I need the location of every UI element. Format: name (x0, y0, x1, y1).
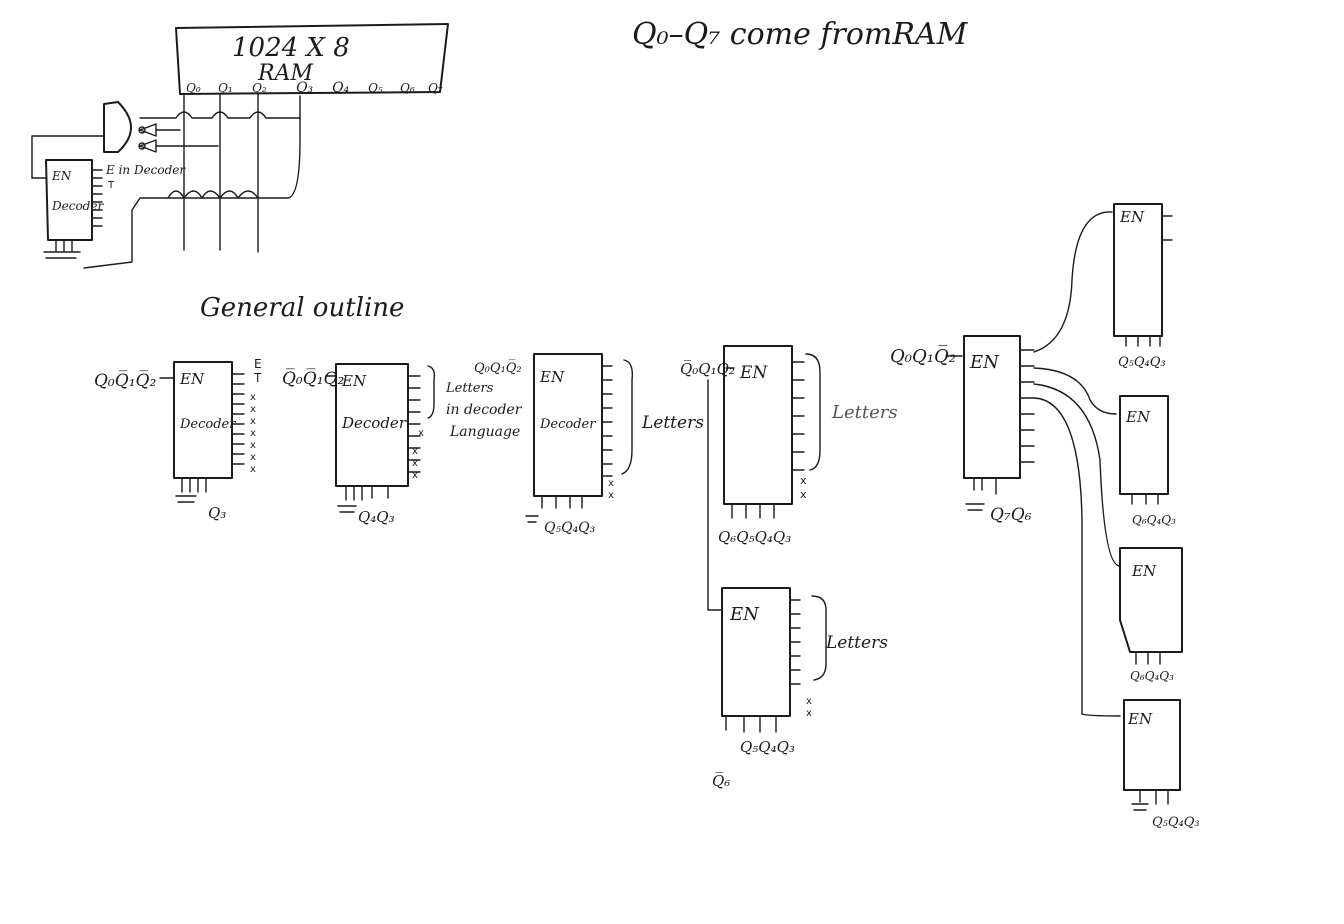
decoder-5-bottom: Q₅Q₄Q₃ (740, 738, 795, 756)
ram-pin-q2: Q₂ (252, 81, 267, 95)
decoder-3-bottom: Q₅Q₄Q₃ (544, 520, 596, 536)
decoder-3-note: Letters (641, 413, 704, 433)
x-mark: x (806, 696, 812, 707)
x-mark: x (250, 440, 256, 451)
header-note: Q₀–Q₇ come fromRAM (632, 17, 969, 52)
decoder-2-note-2: in decoder (446, 402, 523, 418)
decoder-7-bottom: Q₅Q₄Q₃ (1118, 355, 1166, 370)
decoder-7-en: EN (1119, 208, 1145, 226)
decoder-5: EN Letters x x Q̅₆ Q₅Q₄Q₃ (712, 587, 888, 790)
decoder-2-note-3: Language (449, 424, 520, 440)
decoder-5-bottom-left: Q̅₆ (712, 771, 730, 790)
decoder-1-label: Decoder (179, 417, 236, 432)
x-mark: x (800, 488, 807, 501)
decoder-10: EN Q₅Q₄Q₃ (1123, 699, 1200, 830)
x-mark: x (418, 428, 424, 439)
decoder-8-en: EN (1125, 408, 1151, 426)
ram-pin-q0: Q₀ (186, 81, 201, 95)
x-mark: x (412, 470, 418, 481)
decoder-2-inputs: Q̅₀Q̅₁Q₂ (282, 368, 344, 389)
x-mark: x (412, 458, 418, 469)
decoder-3-en: EN (539, 368, 565, 386)
decoder-2-bottom: Q₄Q₃ (358, 508, 395, 526)
decoder-9-bottom: Q₆Q₄Q₃ (1130, 669, 1174, 683)
x-mark: x (800, 474, 807, 487)
decoder-1-en: EN (179, 370, 205, 388)
decoder-5-en: EN (729, 604, 760, 625)
decoder-6-en: EN (969, 352, 1000, 373)
ram-block: 1024 X 8 RAM Q₀ Q₁ Q₂ Q₃ Q₄ Q₅ Q₆ Q₇ (83, 23, 449, 269)
x-mark: x (608, 490, 614, 501)
decoder-9-en: EN (1131, 562, 1157, 580)
x-mark: x (250, 428, 256, 439)
ram-pin-q6: Q₆ (400, 81, 415, 95)
decoder-5-note: Letters (825, 633, 888, 653)
top-decoder-side-note: E in Decoder (105, 163, 186, 177)
decoder-1-et2: T (253, 371, 262, 385)
top-decoder: EN Decoder E in Decoder T (31, 159, 186, 259)
decoder-1-et: E (254, 357, 262, 371)
x-mark: x (806, 708, 812, 719)
decoder-6-inputs: Q₀Q₁Q̅₂ (890, 345, 956, 367)
ram-size: 1024 X 8 (232, 33, 350, 63)
decoder-4-en: EN (739, 363, 768, 383)
decoder-8-bottom: Q₆Q₄Q₃ (1132, 513, 1176, 527)
top-decoder-en: EN (51, 169, 72, 183)
decoder-1-inputs: Q₀Q̅₁Q̅₂ (94, 370, 156, 391)
decoder-1: Q₀Q̅₁Q̅₂ EN Decoder E T x x x x x x x Q₃ (94, 357, 262, 522)
decoder-9: EN Q₆Q₄Q₃ (1119, 547, 1183, 683)
outline-title: General outline (200, 293, 404, 323)
decoder-3-inputs: Q₀Q₁Q̅₂ (474, 360, 522, 376)
decoder-4-bottom: Q₆Q₅Q₄Q₃ (718, 528, 791, 546)
x-mark: x (608, 478, 614, 489)
decoder-3: Q₀Q₁Q̅₂ EN Decoder Letters x x Q₅Q₄Q₃ (474, 353, 704, 536)
decoder-8: EN Q₆Q₄Q₃ (1119, 395, 1176, 527)
x-mark: x (250, 416, 256, 427)
decoder-6-bottom: Q₇Q₆ (990, 505, 1032, 525)
ram-pin-q3: Q₃ (296, 80, 313, 96)
x-mark: x (250, 392, 256, 403)
decoder-1-x-marks: x x x x x x x (250, 392, 256, 475)
x-mark: x (250, 464, 256, 475)
ram-pin-q4: Q₄ (332, 80, 349, 96)
decoder-7: EN Q₅Q₄Q₃ (1113, 203, 1173, 370)
x-mark: x (250, 404, 256, 415)
decoder-10-en: EN (1127, 710, 1153, 728)
x-mark: x (250, 452, 256, 463)
decoder-10-bottom: Q₅Q₄Q₃ (1152, 815, 1200, 830)
decoder-1-bottom: Q₃ (208, 504, 226, 522)
ram-pin-q7: Q₇ (428, 81, 443, 95)
and-gate (31, 101, 219, 179)
decoder-2-note-1: Letters (445, 381, 494, 396)
decoder-3-label: Decoder (539, 417, 596, 432)
ram-pin-labels: Q₀ Q₁ Q₂ Q₃ Q₄ Q₅ Q₆ Q₇ (186, 80, 443, 96)
decoder-6: Q₀Q₁Q̅₂ EN Q₇Q₆ (890, 211, 1121, 717)
decoder-4: Q̅₀Q₁Q₂ EN Letters x x Q₆Q₅Q₄Q₃ (680, 345, 898, 611)
ram-pin-q1: Q₁ (218, 81, 233, 95)
decoder-2-en: EN (341, 372, 367, 390)
ram-label: RAM (257, 61, 313, 86)
decoder-4-note: Letters (831, 402, 898, 423)
decoder-2-label: Decoder (341, 414, 407, 432)
ram-pin-q5: Q₅ (368, 81, 383, 95)
top-decoder-label: Decoder (51, 199, 104, 213)
decoder-2: Q̅₀Q̅₁Q₂ EN Decoder Letters in decoder L… (282, 363, 523, 526)
x-mark: x (412, 446, 418, 457)
decoder-4-inputs: Q̅₀Q₁Q₂ (680, 359, 735, 378)
top-decoder-side-mark: T (107, 180, 115, 191)
